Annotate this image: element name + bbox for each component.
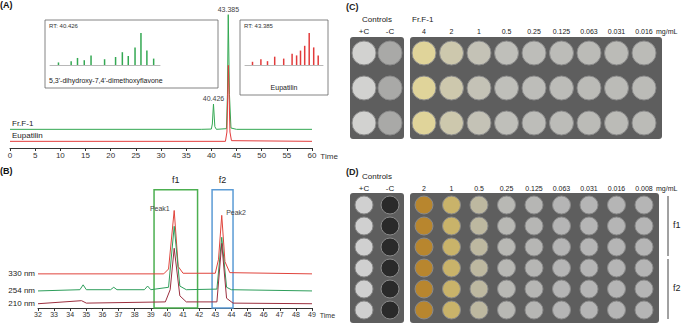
svg-text:0.031: 0.031 (608, 28, 626, 35)
svg-text:210 nm: 210 nm (8, 299, 35, 308)
svg-text:36: 36 (99, 311, 107, 318)
svg-text:45: 45 (244, 311, 252, 318)
svg-text:46: 46 (260, 311, 268, 318)
svg-text:40: 40 (207, 151, 216, 160)
svg-text:1: 1 (450, 185, 454, 192)
svg-text:Fr.F-1: Fr.F-1 (12, 119, 34, 128)
svg-text:40: 40 (163, 311, 171, 318)
svg-text:35: 35 (182, 151, 191, 160)
svg-text:Controls: Controls (362, 172, 392, 181)
svg-text:43.385: 43.385 (218, 6, 240, 13)
svg-text:15: 15 (81, 151, 90, 160)
svg-text:43: 43 (211, 311, 219, 318)
svg-text:f2: f2 (219, 175, 227, 185)
svg-text:2: 2 (422, 185, 426, 192)
svg-text:(D): (D) (346, 167, 359, 177)
svg-text:(A): (A) (0, 0, 13, 10)
svg-text:41: 41 (179, 311, 187, 318)
svg-text:0.016: 0.016 (608, 185, 626, 192)
svg-text:Fr.F-1: Fr.F-1 (412, 15, 434, 24)
svg-text:0.125: 0.125 (553, 28, 571, 35)
svg-text:(C): (C) (346, 2, 359, 12)
svg-text:RT: 43.385: RT: 43.385 (244, 23, 274, 29)
svg-text:mg/mL: mg/mL (656, 185, 678, 193)
svg-text:1: 1 (477, 28, 481, 35)
svg-text:45: 45 (232, 151, 241, 160)
svg-text:25: 25 (131, 151, 140, 160)
svg-text:5: 5 (33, 151, 38, 160)
svg-text:-C: -C (386, 184, 395, 193)
svg-text:0.5: 0.5 (474, 185, 484, 192)
svg-text:35: 35 (82, 311, 90, 318)
svg-text:44: 44 (228, 311, 236, 318)
svg-text:0: 0 (8, 151, 13, 160)
svg-text:f1: f1 (172, 175, 180, 185)
svg-text:Time: Time (320, 152, 338, 161)
svg-text:60: 60 (308, 151, 317, 160)
svg-text:42: 42 (195, 311, 203, 318)
svg-text:0.063: 0.063 (553, 185, 571, 192)
svg-text:32: 32 (34, 311, 42, 318)
svg-text:38: 38 (131, 311, 139, 318)
svg-text:mg/mL: mg/mL (656, 28, 678, 36)
svg-text:+C: +C (359, 184, 370, 193)
svg-text:37: 37 (115, 311, 123, 318)
svg-text:-C: -C (386, 27, 395, 36)
svg-text:34: 34 (66, 311, 74, 318)
svg-text:47: 47 (276, 311, 284, 318)
svg-text:0.016: 0.016 (635, 28, 653, 35)
svg-text:f2: f2 (673, 283, 681, 293)
svg-text:Eupatilin: Eupatilin (12, 131, 43, 140)
svg-text:50: 50 (257, 151, 266, 160)
svg-text:(B): (B) (0, 166, 13, 176)
svg-text:Peak1: Peak1 (150, 205, 170, 212)
svg-text:Time: Time (320, 312, 335, 319)
svg-text:0.031: 0.031 (580, 185, 598, 192)
svg-text:330 nm: 330 nm (8, 269, 35, 278)
svg-text:0.063: 0.063 (580, 28, 598, 35)
svg-text:0.125: 0.125 (525, 185, 543, 192)
svg-text:RT: 40.426: RT: 40.426 (49, 23, 79, 29)
svg-text:20: 20 (106, 151, 115, 160)
svg-text:Eupatilin: Eupatilin (271, 84, 298, 92)
svg-text:0.5: 0.5 (502, 28, 512, 35)
svg-text:49: 49 (308, 311, 316, 318)
svg-text:40.426: 40.426 (203, 95, 225, 102)
svg-text:0.25: 0.25 (527, 28, 541, 35)
svg-text:0.25: 0.25 (500, 185, 514, 192)
svg-text:Peak2: Peak2 (226, 209, 246, 216)
svg-text:4: 4 (422, 28, 426, 35)
svg-text:39: 39 (147, 311, 155, 318)
svg-text:10: 10 (56, 151, 65, 160)
svg-text:48: 48 (292, 311, 300, 318)
svg-text:254 nm: 254 nm (8, 286, 35, 295)
svg-text:Controls: Controls (362, 15, 392, 24)
svg-text:+C: +C (359, 27, 370, 36)
svg-text:30: 30 (157, 151, 166, 160)
svg-text:5,3'-dihydroxy-7,4'-dimethoxyf: 5,3'-dihydroxy-7,4'-dimethoxyflavone (49, 77, 163, 85)
svg-text:f1: f1 (673, 220, 681, 230)
svg-text:55: 55 (282, 151, 291, 160)
svg-text:33: 33 (50, 311, 58, 318)
svg-text:0.008: 0.008 (635, 185, 653, 192)
svg-text:2: 2 (450, 28, 454, 35)
